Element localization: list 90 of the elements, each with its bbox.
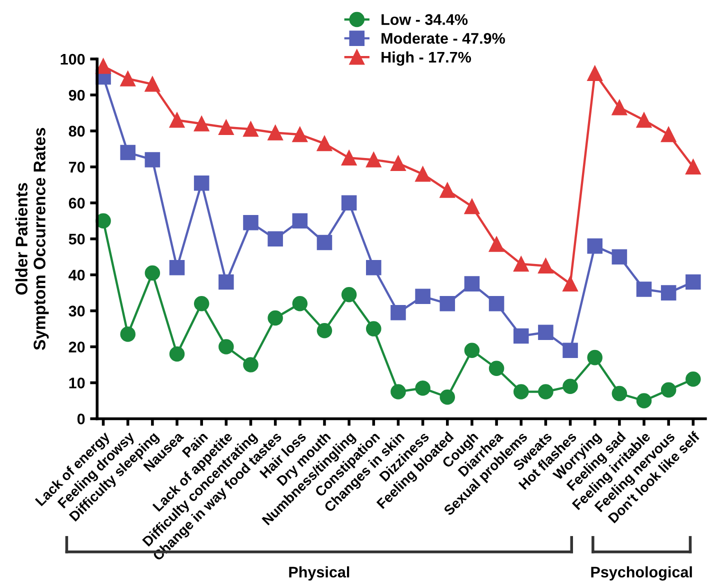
y-axis-title: Older Patients Symptom Occurrence Rates	[15, 128, 49, 350]
point	[120, 71, 136, 86]
point	[390, 156, 406, 171]
point	[366, 152, 382, 168]
point	[587, 66, 602, 82]
point	[169, 346, 185, 362]
point	[341, 195, 357, 211]
point	[488, 296, 504, 312]
point	[218, 274, 234, 290]
point	[194, 116, 210, 132]
point	[292, 213, 308, 229]
point	[562, 276, 578, 292]
point	[464, 198, 480, 214]
point	[636, 393, 652, 408]
point	[488, 236, 504, 252]
point	[488, 360, 504, 376]
point	[660, 382, 676, 398]
text: Psychological	[591, 566, 692, 581]
point	[268, 231, 283, 246]
point	[341, 286, 357, 302]
point	[513, 328, 529, 344]
point	[169, 260, 185, 276]
point	[612, 100, 628, 116]
point	[194, 296, 210, 312]
point	[538, 384, 554, 400]
point	[636, 282, 652, 297]
point	[316, 322, 332, 338]
point	[415, 166, 430, 182]
point	[268, 125, 283, 140]
point	[144, 76, 160, 92]
point	[390, 304, 406, 320]
point	[612, 386, 628, 402]
point	[292, 126, 308, 142]
y-tick-label: 90	[68, 90, 85, 101]
point	[660, 126, 676, 142]
point	[341, 150, 357, 166]
point	[686, 159, 701, 175]
legend-label: High - 17.7%	[382, 51, 472, 66]
point	[243, 215, 258, 230]
point	[194, 175, 210, 191]
point	[562, 378, 578, 394]
point	[660, 285, 676, 300]
point	[612, 249, 628, 264]
point	[686, 274, 701, 290]
point	[538, 258, 554, 274]
point	[366, 321, 382, 336]
y-tick-label: 0	[77, 414, 85, 424]
point	[144, 265, 160, 281]
point	[440, 296, 456, 312]
point	[144, 152, 160, 168]
y-tick-label: 100	[60, 54, 85, 65]
point	[562, 342, 578, 358]
point	[513, 256, 529, 272]
legend-label: Low - 34.4%	[382, 14, 468, 25]
point	[366, 260, 382, 276]
point	[464, 276, 480, 292]
y-tick-label: 70	[68, 162, 85, 173]
y-tick-label: 10	[69, 378, 85, 388]
point	[587, 350, 602, 366]
point	[587, 238, 602, 254]
point	[415, 288, 430, 304]
point	[440, 390, 456, 405]
point	[169, 112, 185, 128]
point	[218, 120, 234, 135]
text: Physical	[289, 566, 350, 581]
point	[243, 357, 258, 372]
point	[686, 372, 701, 387]
point	[636, 112, 652, 128]
legend-label: Moderate - 47.9%	[382, 32, 505, 44]
y-tick-label: 40	[68, 270, 85, 281]
point	[390, 384, 406, 400]
y-tick-label: 80	[68, 126, 85, 137]
y-tick-label: 60	[68, 198, 85, 209]
point	[292, 296, 308, 312]
point	[316, 136, 332, 152]
point	[415, 380, 430, 396]
point	[96, 58, 111, 74]
y-tick-label: 50	[68, 234, 85, 245]
point	[218, 339, 234, 354]
point	[316, 234, 332, 250]
point	[243, 121, 258, 137]
point	[120, 326, 136, 342]
point	[440, 182, 456, 198]
point	[464, 342, 480, 358]
point	[268, 310, 283, 326]
y-tick-label: 20	[68, 342, 85, 352]
point	[513, 384, 529, 400]
y-tick-label: 30	[68, 306, 85, 317]
point	[120, 144, 136, 160]
point	[538, 324, 554, 340]
